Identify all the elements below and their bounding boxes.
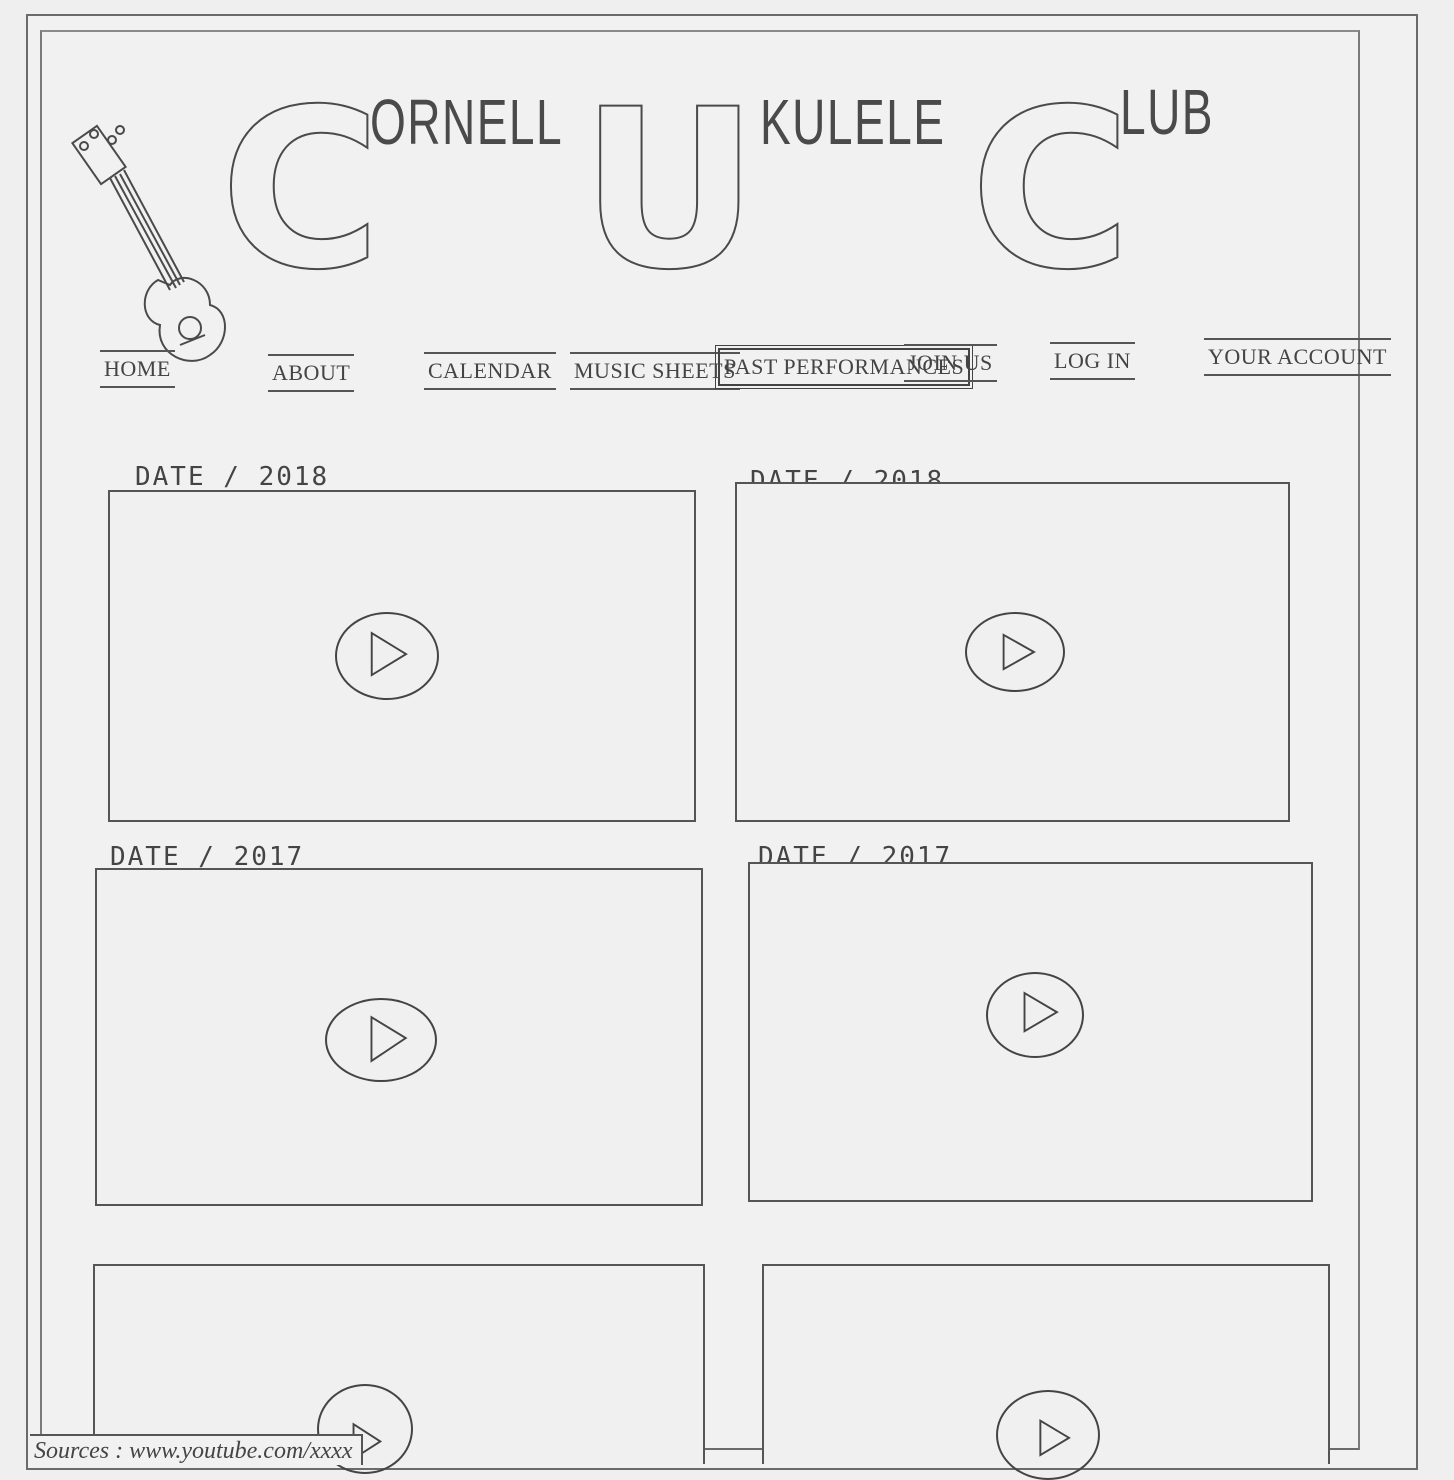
ukulele-icon — [70, 124, 226, 362]
nav-your-account[interactable]: YOUR ACCOUNT — [1204, 338, 1391, 376]
nav-log-in[interactable]: LOG IN — [1050, 342, 1135, 380]
logo-letter-c-2: C — [969, 62, 1132, 318]
sources-note: Sources : www.youtube.com/xxxx — [30, 1434, 363, 1465]
video-card[interactable] — [748, 862, 1313, 1202]
play-icon[interactable] — [325, 998, 437, 1082]
video-card[interactable] — [93, 1264, 705, 1474]
logo-letter-c: C — [219, 62, 382, 318]
play-icon[interactable] — [986, 972, 1084, 1058]
nav-past-performances[interactable]: PAST PERFORMANCES — [714, 345, 974, 389]
logo-word-lub: LUB — [1120, 76, 1214, 148]
play-icon[interactable] — [996, 1390, 1100, 1480]
logo-word-ornell: ORNELL — [370, 86, 564, 158]
video-date-label: DATE / 2017 — [110, 842, 305, 872]
video-card[interactable] — [735, 482, 1290, 822]
logo-letter-u: U — [579, 62, 760, 318]
site-header: C ORNELL U KULELE C LUB — [70, 60, 1290, 362]
play-icon[interactable] — [965, 612, 1065, 692]
video-card[interactable] — [108, 490, 696, 822]
main-nav: HOME ABOUT CALENDAR MUSIC SHEETS PAST PE… — [100, 338, 1391, 400]
video-card[interactable] — [762, 1264, 1330, 1480]
nav-home[interactable]: HOME — [100, 350, 175, 388]
nav-about[interactable]: ABOUT — [268, 354, 355, 392]
nav-join-us[interactable]: JOIN US — [904, 344, 997, 382]
video-card[interactable] — [95, 868, 703, 1206]
nav-music-sheets[interactable]: MUSIC SHEETS — [570, 352, 740, 390]
logo-word-kulele: KULELE — [760, 86, 946, 158]
nav-calendar[interactable]: CALENDAR — [424, 352, 556, 390]
video-date-label: DATE / 2018 — [135, 462, 330, 492]
play-icon[interactable] — [335, 612, 439, 700]
